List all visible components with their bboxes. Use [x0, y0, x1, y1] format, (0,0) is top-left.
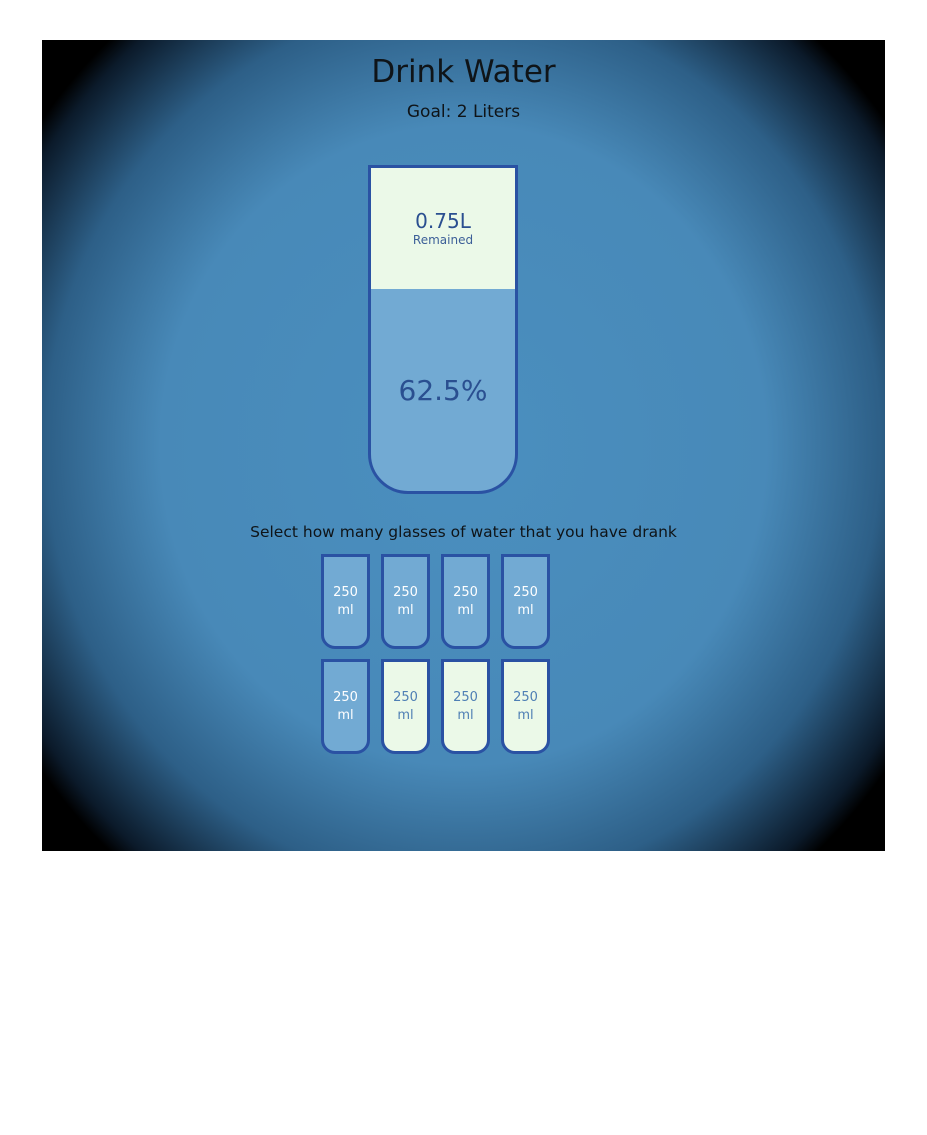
small-cup-2[interactable]: 250 ml — [381, 554, 430, 649]
remained-amount: 0.75L — [415, 208, 471, 233]
remained-label: Remained — [412, 232, 474, 247]
page-title: Drink Water — [371, 54, 556, 90]
small-cup-4[interactable]: 250 ml — [501, 554, 550, 649]
cup-remained-area: 0.75L Remained — [371, 168, 515, 290]
small-cup-7[interactable]: 250 ml — [441, 659, 490, 754]
app-panel: Drink Water Goal: 2 Liters 0.75L Remaine… — [42, 40, 885, 851]
instruction-text: Select how many glasses of water that yo… — [250, 523, 677, 541]
small-cup-6[interactable]: 250 ml — [381, 659, 430, 754]
small-cup-5[interactable]: 250 ml — [321, 659, 370, 754]
cup-percentage: 62.5% — [398, 373, 488, 407]
goal-text: Goal: 2 Liters — [406, 102, 521, 122]
big-cup: 0.75L Remained 62.5% — [368, 165, 518, 494]
small-cup-8[interactable]: 250 ml — [501, 659, 550, 754]
glasses-grid: 250 ml 250 ml 250 ml 250 ml 250 ml 250 m… — [321, 554, 552, 754]
small-cup-3[interactable]: 250 ml — [441, 554, 490, 649]
small-cup-1[interactable]: 250 ml — [321, 554, 370, 649]
